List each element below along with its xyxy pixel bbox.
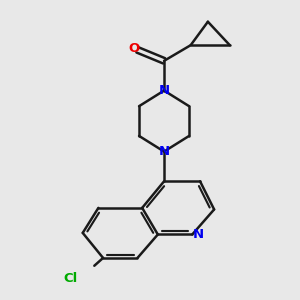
- Text: Cl: Cl: [63, 272, 77, 285]
- Text: N: N: [192, 228, 203, 241]
- Text: N: N: [158, 145, 169, 158]
- Text: N: N: [158, 84, 169, 97]
- Text: O: O: [128, 42, 140, 55]
